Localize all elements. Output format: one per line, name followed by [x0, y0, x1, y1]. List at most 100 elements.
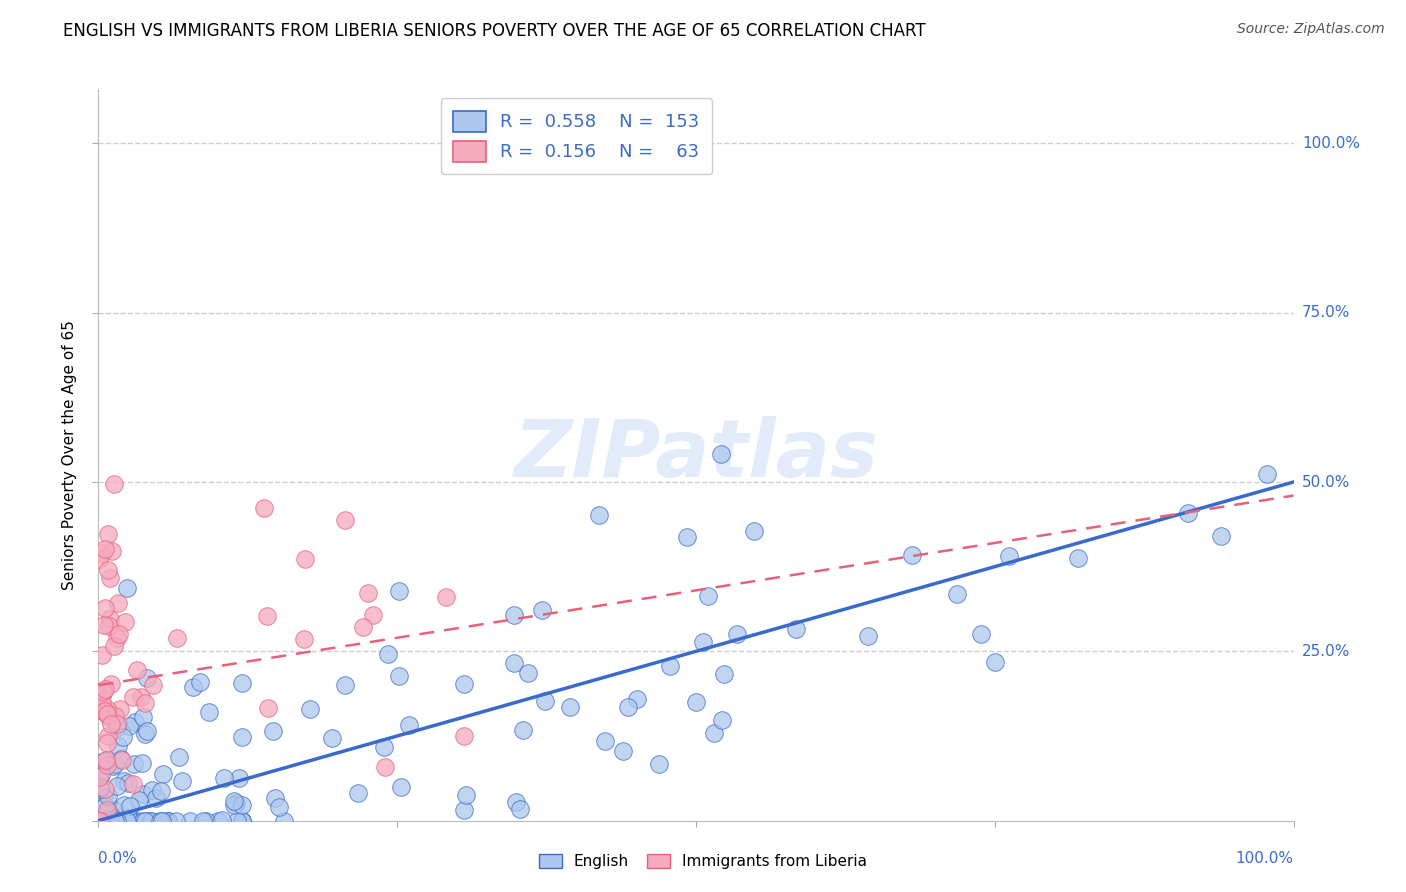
Point	[198, 705, 221, 719]
Point	[357, 585, 380, 599]
Point	[945, 587, 967, 601]
Point	[91, 814, 114, 828]
Point	[152, 766, 174, 780]
Point	[111, 814, 134, 828]
Point	[165, 814, 187, 828]
Point	[149, 814, 172, 828]
Point	[105, 814, 128, 828]
Point	[105, 716, 128, 731]
Point	[150, 814, 173, 828]
Point	[97, 789, 120, 803]
Point	[89, 690, 111, 704]
Point	[292, 632, 315, 646]
Point	[298, 702, 321, 716]
Point	[212, 771, 235, 785]
Point	[112, 774, 135, 789]
Point	[454, 788, 477, 802]
Legend: English, Immigrants from Liberia: English, Immigrants from Liberia	[533, 848, 873, 875]
Point	[97, 527, 120, 541]
Text: ENGLISH VS IMMIGRANTS FROM LIBERIA SENIORS POVERTY OVER THE AGE OF 65 CORRELATIO: ENGLISH VS IMMIGRANTS FROM LIBERIA SENIO…	[63, 22, 927, 40]
Point	[110, 752, 132, 766]
Point	[262, 724, 284, 739]
Point	[135, 671, 157, 685]
Point	[117, 776, 139, 790]
Point	[273, 814, 295, 828]
Point	[267, 799, 290, 814]
Point	[626, 692, 648, 706]
Point	[1067, 550, 1090, 565]
Point	[157, 814, 180, 828]
Point	[617, 699, 640, 714]
Point	[97, 562, 120, 576]
Point	[121, 814, 143, 828]
Point	[361, 608, 384, 623]
Point	[108, 626, 131, 640]
Point	[120, 814, 142, 828]
Legend: R =  0.558    N =  153, R =  0.156    N =    63: R = 0.558 N = 153, R = 0.156 N = 63	[440, 98, 713, 174]
Text: ZIPatlas: ZIPatlas	[513, 416, 879, 494]
Point	[96, 758, 118, 772]
Point	[321, 731, 343, 746]
Point	[89, 781, 111, 796]
Point	[93, 754, 115, 768]
Point	[388, 584, 411, 599]
Point	[170, 774, 193, 789]
Point	[222, 793, 245, 807]
Point	[512, 723, 534, 737]
Point	[134, 696, 156, 710]
Point	[104, 814, 127, 828]
Point	[503, 608, 526, 623]
Point	[100, 677, 122, 691]
Point	[997, 549, 1019, 563]
Point	[558, 700, 581, 714]
Point	[96, 702, 118, 716]
Point	[96, 706, 118, 721]
Point	[97, 729, 120, 743]
Point	[103, 803, 125, 817]
Point	[373, 739, 395, 754]
Point	[131, 756, 153, 770]
Point	[156, 814, 179, 828]
Point	[111, 753, 134, 767]
Point	[648, 757, 671, 772]
Point	[659, 658, 682, 673]
Point	[103, 814, 125, 828]
Point	[108, 702, 131, 716]
Point	[96, 803, 118, 817]
Point	[502, 657, 524, 671]
Text: 75.0%: 75.0%	[1302, 305, 1350, 320]
Point	[91, 648, 114, 663]
Point	[90, 768, 112, 782]
Point	[231, 730, 253, 744]
Point	[118, 719, 141, 733]
Point	[505, 795, 527, 809]
Point	[453, 729, 475, 743]
Point	[131, 814, 153, 828]
Text: 50.0%: 50.0%	[1302, 475, 1350, 490]
Point	[157, 814, 180, 828]
Text: Source: ZipAtlas.com: Source: ZipAtlas.com	[1237, 22, 1385, 37]
Point	[105, 631, 128, 645]
Point	[98, 612, 121, 626]
Point	[120, 814, 142, 828]
Point	[346, 786, 368, 800]
Point	[105, 779, 128, 793]
Point	[145, 791, 167, 805]
Point	[901, 548, 924, 562]
Point	[101, 759, 124, 773]
Point	[195, 814, 218, 828]
Point	[94, 542, 117, 557]
Point	[96, 814, 118, 828]
Point	[93, 755, 115, 769]
Point	[94, 704, 117, 718]
Point	[91, 704, 114, 718]
Point	[169, 750, 191, 764]
Point	[96, 736, 118, 750]
Point	[142, 678, 165, 692]
Point	[231, 675, 253, 690]
Point	[531, 603, 554, 617]
Point	[104, 814, 127, 828]
Point	[104, 709, 127, 723]
Point	[112, 798, 135, 813]
Point	[87, 551, 110, 566]
